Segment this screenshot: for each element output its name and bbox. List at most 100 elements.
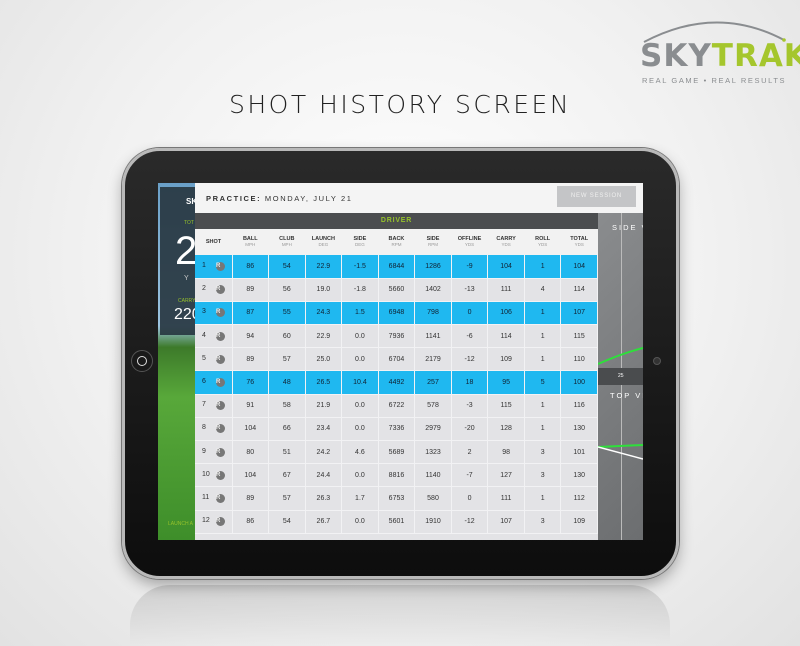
table-row[interactable]: 8 R 104 66 23.4 0.0 7336 2979 -20 128 1 130 bbox=[195, 417, 598, 442]
column-header[interactable]: SIDE DEG bbox=[341, 229, 379, 255]
table-cell: 54 bbox=[268, 255, 306, 279]
table-cell: 18 bbox=[451, 370, 489, 395]
table-row[interactable]: 3 R 87 55 24.3 1.5 6948 798 0 106 1 107 bbox=[195, 301, 598, 326]
column-header[interactable]: BALL MPH bbox=[232, 229, 269, 255]
home-button[interactable] bbox=[131, 350, 153, 372]
replay-icon[interactable]: R bbox=[216, 378, 225, 388]
table-cell: 1323 bbox=[414, 440, 452, 465]
table-cell: -20 bbox=[451, 417, 489, 442]
table-cell: 1 bbox=[524, 486, 562, 511]
column-header[interactable]: TOTAL YDS bbox=[560, 229, 598, 255]
replay-icon[interactable]: R bbox=[216, 493, 225, 503]
replay-icon[interactable]: R bbox=[216, 470, 225, 480]
table-row[interactable]: 4 R 94 60 22.9 0.0 7936 1141 -6 114 1 115 bbox=[195, 324, 598, 349]
table-cell: 24.3 bbox=[305, 301, 343, 326]
shot-cell: 10 R bbox=[195, 463, 233, 488]
table-row[interactable]: 9 R 80 51 24.2 4.6 5689 1323 2 98 3 101 bbox=[195, 440, 598, 465]
table-cell: 6704 bbox=[378, 347, 416, 372]
table-cell: -12 bbox=[451, 347, 489, 372]
table-cell: 5689 bbox=[378, 440, 416, 465]
shot-cell: 11 R bbox=[195, 486, 233, 511]
table-cell: 6844 bbox=[378, 255, 416, 279]
table-cell: 104 bbox=[487, 255, 525, 279]
table-cell: 107 bbox=[487, 510, 525, 534]
column-header[interactable]: BACK RPM bbox=[378, 229, 415, 255]
replay-icon[interactable]: R bbox=[216, 308, 225, 318]
table-cell: 798 bbox=[414, 301, 452, 326]
table-cell: -9 bbox=[451, 255, 489, 279]
ball-flight-trajectory bbox=[598, 347, 643, 460]
column-header[interactable]: ROLL YDS bbox=[524, 229, 561, 255]
table-cell: 26.3 bbox=[305, 486, 343, 511]
table-row[interactable]: 10 R 104 67 24.4 0.0 8816 1140 -7 127 3 130 bbox=[195, 463, 598, 488]
table-cell: 5601 bbox=[378, 510, 416, 534]
table-cell: 22.9 bbox=[305, 255, 343, 279]
table-cell: 0.0 bbox=[341, 347, 379, 372]
table-cell: 127 bbox=[487, 463, 525, 488]
table-cell: 89 bbox=[232, 486, 270, 511]
table-cell: 109 bbox=[560, 510, 598, 534]
table-row[interactable]: 6 R 76 48 26.5 10.4 4492 257 18 95 5 100 bbox=[195, 370, 598, 395]
replay-icon[interactable]: R bbox=[216, 285, 225, 295]
table-cell: 0 bbox=[451, 486, 489, 511]
new-session-button[interactable]: NEW SESSION bbox=[557, 186, 636, 207]
table-cell: 107 bbox=[560, 301, 598, 326]
replay-icon[interactable]: R bbox=[216, 354, 225, 364]
table-cell: 1286 bbox=[414, 255, 452, 279]
table-cell: 0.0 bbox=[341, 394, 379, 418]
table-cell: 8816 bbox=[378, 463, 416, 488]
table-cell: -1.8 bbox=[341, 278, 379, 302]
column-header[interactable]: SHOT bbox=[195, 229, 232, 255]
table-cell: 4.6 bbox=[341, 440, 379, 465]
table-cell: 66 bbox=[268, 417, 306, 442]
table-cell: 257 bbox=[414, 370, 452, 395]
table-cell: 112 bbox=[560, 486, 598, 511]
table-row[interactable]: 5 R 89 57 25.0 0.0 6704 2179 -12 109 1 110 bbox=[195, 347, 598, 372]
replay-icon[interactable]: R bbox=[216, 517, 225, 527]
table-row[interactable]: 1 R 86 54 22.9 -1.5 6844 1286 -9 104 1 104 bbox=[195, 255, 598, 279]
table-row[interactable]: 7 R 91 58 21.9 0.0 6722 578 -3 115 1 116 bbox=[195, 394, 598, 418]
replay-icon[interactable]: R bbox=[216, 447, 225, 457]
column-header[interactable]: CARRY YDS bbox=[487, 229, 525, 255]
table-cell: 1402 bbox=[414, 278, 452, 302]
column-header[interactable]: OFFLINE YDS bbox=[451, 229, 488, 255]
shot-history-table: SHOT BALL MPH CLUB MPH LAUNCH DEG SIDE DEG BACK RP… bbox=[195, 229, 598, 534]
table-cell: 25.0 bbox=[305, 347, 343, 372]
scale-mark: 25 bbox=[618, 373, 624, 379]
session-title: PRACTICE: MONDAY, JULY 21 bbox=[206, 194, 353, 203]
column-header[interactable]: SIDE RPM bbox=[414, 229, 452, 255]
table-cell: 89 bbox=[232, 347, 270, 372]
table-cell: 21.9 bbox=[305, 394, 343, 418]
table-cell: 110 bbox=[560, 347, 598, 372]
table-cell: 22.9 bbox=[305, 324, 343, 349]
table-cell: 95 bbox=[487, 370, 525, 395]
table-cell: 1 bbox=[524, 347, 562, 372]
replay-icon[interactable]: R bbox=[216, 424, 225, 434]
replay-icon[interactable]: R bbox=[216, 331, 225, 341]
table-cell: 104 bbox=[232, 463, 270, 488]
table-cell: 114 bbox=[560, 278, 598, 302]
table-cell: 1 bbox=[524, 394, 562, 418]
column-header[interactable]: CLUB MPH bbox=[268, 229, 306, 255]
home-icon bbox=[137, 356, 147, 366]
table-cell: 48 bbox=[268, 370, 306, 395]
table-row[interactable]: 2 R 89 56 19.0 -1.8 5660 1402 -13 111 4 114 bbox=[195, 278, 598, 302]
replay-icon[interactable]: R bbox=[216, 401, 225, 411]
table-cell: 89 bbox=[232, 278, 270, 302]
column-header[interactable]: LAUNCH DEG bbox=[305, 229, 342, 255]
table-row[interactable]: 11 R 89 57 26.3 1.7 6753 580 0 111 1 112 bbox=[195, 486, 598, 511]
replay-icon[interactable]: R bbox=[216, 261, 225, 271]
table-cell: 100 bbox=[560, 370, 598, 395]
table-cell: 111 bbox=[487, 278, 525, 302]
table-cell: 98 bbox=[487, 440, 525, 465]
table-cell: 3 bbox=[524, 510, 562, 534]
side-view-label: SIDE VI bbox=[612, 223, 643, 232]
table-cell: 91 bbox=[232, 394, 270, 418]
table-cell: -1.5 bbox=[341, 255, 379, 279]
table-row[interactable]: 12 R 86 54 26.7 0.0 5601 1910 -12 107 3 109 bbox=[195, 510, 598, 534]
table-cell: 0 bbox=[451, 301, 489, 326]
table-cell: 1 bbox=[524, 255, 562, 279]
